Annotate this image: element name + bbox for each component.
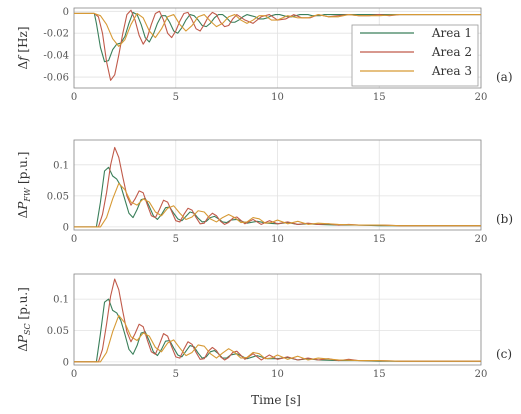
y-tick-label: 0.05 (47, 326, 69, 337)
x-tick-label: 10 (271, 234, 284, 245)
panel-tag: (a) (496, 70, 513, 84)
panel-tag: (b) (496, 212, 513, 226)
y-tick-label: 0.05 (47, 191, 69, 202)
y-tick-label: 0 (63, 222, 69, 233)
x-tick-label: 0 (71, 369, 77, 380)
x-tick-label: 5 (173, 92, 179, 103)
legend-box (351, 24, 479, 87)
panel-tag: (c) (496, 347, 512, 361)
legend-label: Area 2 (431, 45, 472, 59)
y-tick-label: 0.1 (53, 295, 69, 306)
y-tick-label: -0.04 (43, 51, 69, 62)
axes-frame (73, 139, 482, 231)
axes-frame (73, 273, 482, 366)
series-line-area-3 (74, 314, 481, 363)
y-tick-label: -0.06 (43, 73, 69, 84)
y-tick-label: 0.1 (53, 160, 69, 171)
y-axis-label: ΔPSC [p.u.] (16, 287, 32, 352)
series-line-area-2 (74, 9, 481, 81)
y-tick-label: 0 (63, 357, 69, 368)
x-axis-label: Time [s] (251, 393, 301, 407)
x-tick-label: 10 (271, 369, 284, 380)
y-axis-label: ΔPFW [p.u.] (16, 152, 32, 219)
x-tick-label: 15 (373, 234, 386, 245)
x-tick-label: 15 (373, 369, 386, 380)
x-tick-label: 15 (373, 92, 386, 103)
x-tick-label: 5 (173, 369, 179, 380)
panel-a: 0 5 10 15 20 0 -0.02 -0.04 -0.06 Δf [Hz] (a) Area 1… (16, 7, 513, 103)
legend-label: Area 1 (431, 26, 472, 40)
series-line-area-3 (74, 182, 481, 228)
y-axis-label: Δf [Hz] (16, 26, 30, 69)
x-tick-label: 20 (475, 92, 488, 103)
x-tick-label: 20 (475, 234, 488, 245)
x-tick-label: 0 (71, 92, 77, 103)
x-tick-label: 10 (271, 92, 284, 103)
y-tick-label: -0.02 (43, 29, 69, 40)
axes-frame (73, 7, 482, 89)
y-tick-label: 0 (63, 7, 69, 18)
series-line-area-3 (74, 12, 481, 47)
x-tick-label: 5 (173, 234, 179, 245)
x-tick-label: 0 (71, 234, 77, 245)
panel-c: 0 5 10 15 20 0 0.05 0.1 ΔPSC [p.u.] (c) (16, 273, 512, 380)
x-tick-label: 20 (475, 369, 488, 380)
panel-b: 0 5 10 15 20 0 0.05 0.1 ΔPFW [p.u.] (b) (16, 139, 513, 245)
legend-label: Area 3 (431, 64, 472, 78)
